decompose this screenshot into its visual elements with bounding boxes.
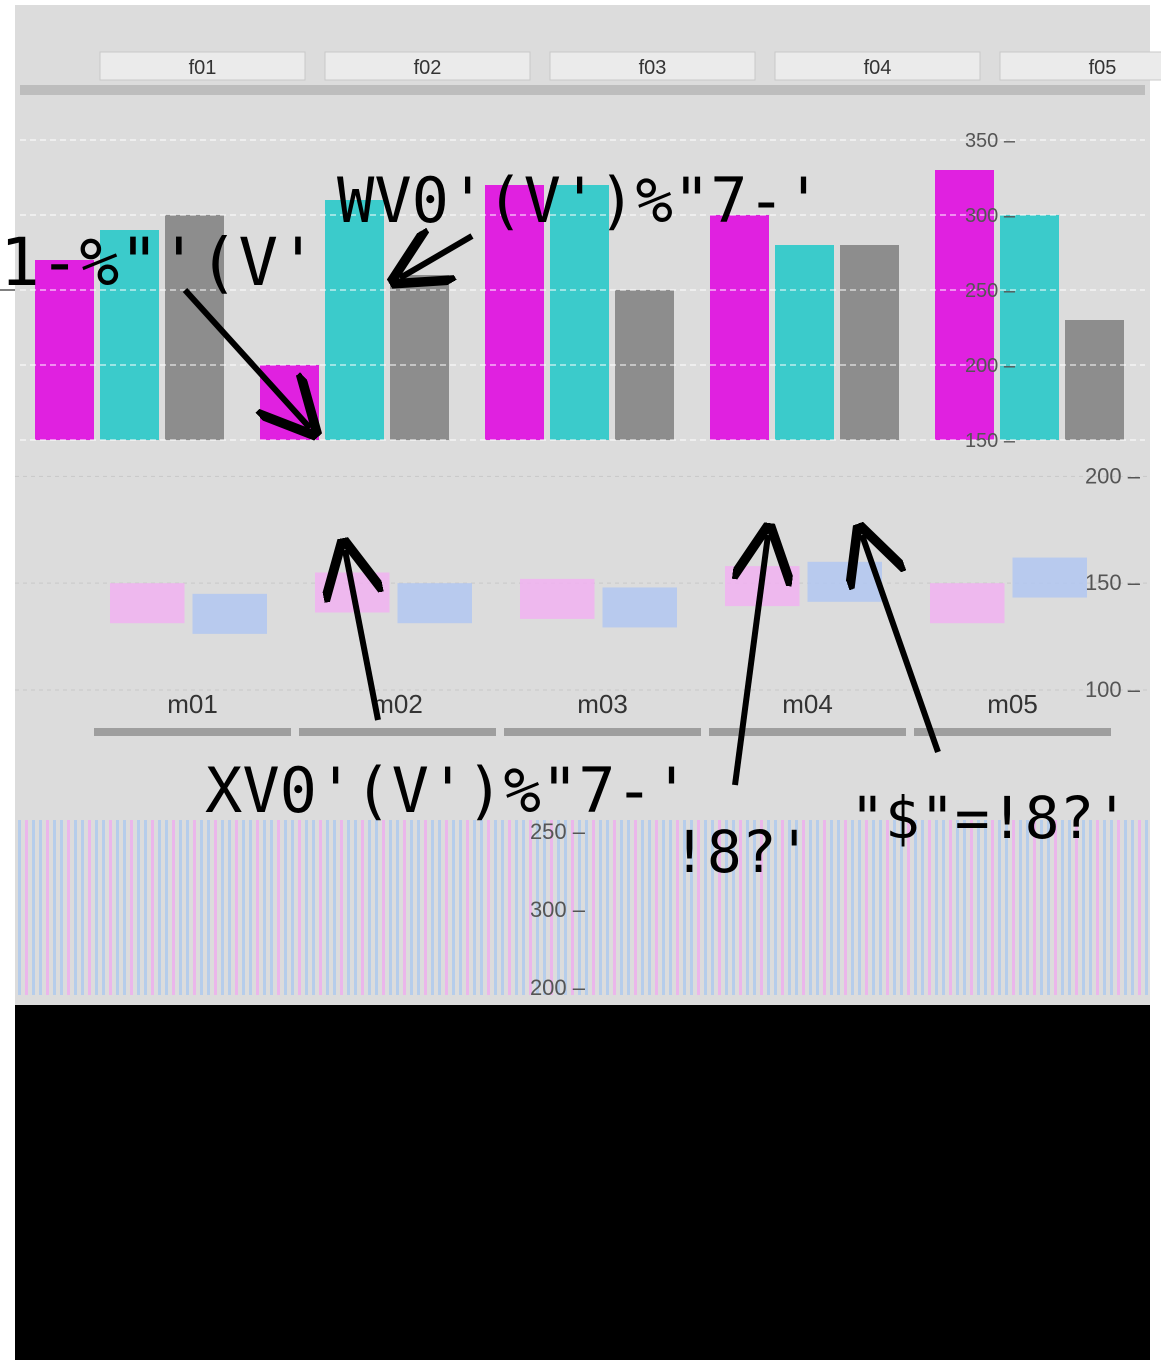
category-label-m01: m01 — [167, 689, 218, 719]
category-bar-m01 — [94, 728, 291, 736]
bar-f03-s2 — [550, 185, 609, 440]
category-label-f01: f01 — [189, 57, 217, 79]
y-tick-label-300: 300 – — [965, 205, 1016, 227]
annotation-arrow-4 — [735, 535, 768, 786]
category-label-m02: m02 — [372, 689, 423, 719]
category-bar-m02 — [299, 728, 496, 736]
annotation-arrow-2 — [400, 236, 474, 278]
top-bar-chart: f01 f02 f03 f04 f05 150 – 200 – 250 – 300 – 350 – — [20, 51, 1161, 452]
y-tick-label-100: 100 – — [1085, 677, 1141, 702]
bar-m05-s2 — [1012, 557, 1087, 598]
annotation-overlay: 1-%"'(V' WV0'(V')%"7-' XV0'(V')%"7-'!8?' "$… — [0, 164, 1129, 886]
category-bar-m04 — [709, 728, 906, 736]
bar-m03-s1 — [520, 578, 595, 619]
annotation-label-2: WV0'(V')%"7-' — [337, 164, 822, 237]
bar-f04-s1 — [710, 215, 769, 440]
y-tick-label-200: 200 – — [1085, 463, 1141, 488]
category-label-m05: m05 — [987, 689, 1038, 719]
annotation-arrow-3 — [345, 550, 378, 721]
annotation-label-3: XV0'(V')%"7-' — [205, 754, 690, 827]
annotation-arrow-1 — [182, 287, 310, 428]
y-tick-label-150: 150 – — [1085, 570, 1141, 595]
category-label-f05: f05 — [1089, 57, 1117, 79]
bar-f04-s2 — [775, 245, 834, 440]
category-bar-m03 — [504, 728, 701, 736]
y-tick-label-200: 200 – — [530, 975, 586, 1000]
bar-f01-s2 — [100, 230, 159, 440]
annotation-arrow-5 — [862, 535, 941, 753]
category-box-f02 — [324, 51, 531, 81]
category-bar-m05 — [914, 728, 1111, 736]
category-label-m03: m03 — [577, 689, 628, 719]
category-label-f02: f02 — [414, 57, 442, 79]
bar-m05-s1 — [930, 583, 1005, 624]
middle-bar-chart: 100 – 150 – 200 – m01 m02 m03 m04 m05 — [15, 463, 1150, 736]
bar-f04-s3 — [840, 245, 899, 440]
annotation-label-5: "$"=!8?' — [850, 784, 1129, 852]
bar-m03-s2 — [602, 587, 677, 628]
bar-f01-s3 — [165, 215, 224, 440]
category-box-f05 — [999, 51, 1161, 81]
bar-m01-s1 — [110, 583, 185, 624]
bar-m02-s2 — [397, 583, 472, 624]
bar-f05-s3 — [1065, 320, 1124, 440]
bar-f02-s2 — [325, 200, 384, 440]
bar-m01-s2 — [192, 593, 267, 634]
category-label-m04: m04 — [782, 689, 833, 719]
annotation-label-1: 1-%"'(V' — [0, 224, 318, 301]
y-tick-label-150: 150 – — [965, 430, 1016, 452]
category-box-f01 — [99, 51, 306, 81]
y-tick-label-300: 300 – — [530, 897, 586, 922]
bottom-bar-chart: 200 – 250 – 300 – — [18, 819, 1148, 1000]
category-box-f03 — [549, 51, 756, 81]
annotation-label-4: !8?' — [672, 818, 812, 886]
bar-f02-s3 — [390, 275, 449, 440]
bar-f05-s2 — [1000, 215, 1059, 440]
category-label-f03: f03 — [639, 57, 667, 79]
y-tick-label-200: 200 – — [965, 355, 1016, 377]
y-tick-label-250: 250 – — [530, 819, 586, 844]
bar-f03-s1 — [485, 185, 544, 440]
category-label-f04: f04 — [864, 57, 892, 79]
y-tick-label-250: 250 – — [965, 280, 1016, 302]
black-footer-block — [15, 1005, 1150, 1360]
category-box-f04 — [774, 51, 981, 81]
y-tick-label-350: 350 – — [965, 130, 1016, 152]
